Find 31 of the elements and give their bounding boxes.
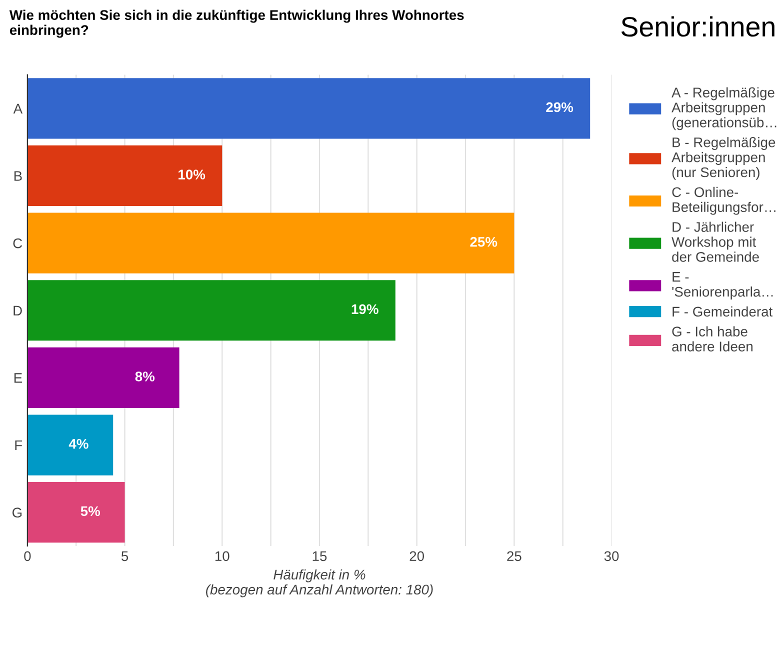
x-tick-label: 20: [410, 551, 424, 562]
data-label: 25%: [470, 236, 498, 247]
x-tick-label: 5: [121, 551, 128, 562]
data-label: 29%: [546, 102, 574, 112]
legend-label: E - 'Seniorenparla…: [672, 272, 773, 300]
x-tick-label: 15: [312, 551, 327, 562]
legend-label: A - Regelmäßige Arbeitsgruppen (generationsüb…: [672, 87, 776, 130]
y-tick-label: B: [14, 171, 22, 181]
x-tick-label: 30: [604, 551, 619, 562]
y-tick-label: A: [13, 104, 23, 114]
y-tick-label: C: [13, 238, 22, 248]
chart-title: Wie möchten Sie sich in die zukünftige Entwicklung Ihres Wohnortes einbringen?: [9, 10, 464, 38]
y-tick-label: E: [14, 373, 22, 383]
text: Senior:innen: [621, 16, 774, 37]
legend-label: G - Ich habe andere Ideen: [672, 326, 752, 352]
data-label: 5%: [80, 506, 100, 516]
x-tick-label: 10: [215, 551, 230, 562]
y-tick-label: F: [15, 440, 22, 450]
x-axis-title: Häufigkeit in % (bezogen auf Anzahl Antworten: 180): [206, 569, 433, 598]
x-tick-label: 0: [24, 551, 31, 562]
data-label: 19%: [352, 304, 378, 314]
legend-label: F - Gemeinderat: [672, 306, 773, 317]
y-tick-label: G: [12, 508, 22, 518]
data-label: 4%: [68, 438, 88, 449]
x-tick-label: 25: [507, 551, 522, 562]
y-tick-label: D: [14, 306, 22, 316]
legend-label: D - Jährlicher Workshop mit der Gemeinde: [672, 222, 759, 262]
data-label: 10%: [178, 170, 206, 180]
legend-label: B - Regelmäßige Arbeitsgruppen (nur Senioren): [672, 137, 776, 180]
legend-label: C - Online- Beteiligungsfor…: [672, 186, 776, 215]
data-label: 8%: [135, 372, 155, 382]
